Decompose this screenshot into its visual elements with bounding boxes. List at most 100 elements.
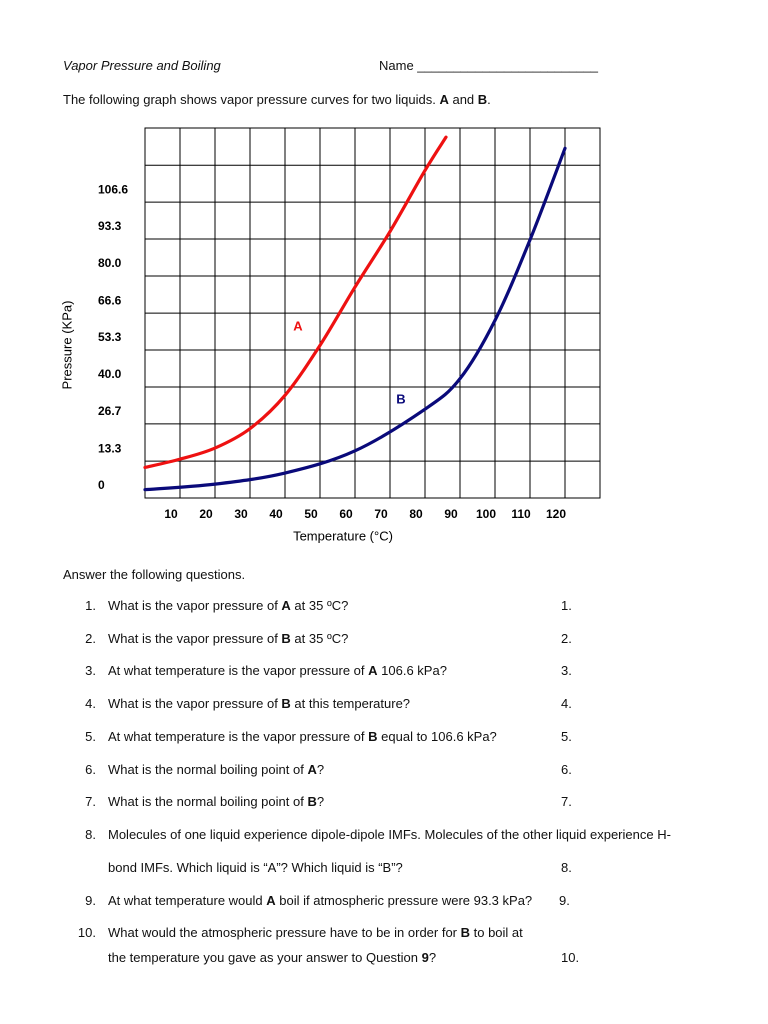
y-tick-label: 80.0 [98, 256, 122, 270]
answer-number: 5. [561, 729, 572, 744]
title: Vapor Pressure and Boiling [63, 58, 221, 73]
y-tick-label: 26.7 [98, 404, 122, 418]
x-tick-label: 90 [444, 507, 458, 521]
text: and [448, 92, 478, 107]
x-tick-label: 40 [269, 507, 283, 521]
y-axis-label: Pressure (KPa) [59, 301, 74, 390]
x-tick-label: 70 [374, 507, 388, 521]
question-number: 5. [85, 729, 96, 744]
bold-text: 9 [421, 950, 429, 965]
question-number: 7. [85, 794, 96, 809]
x-axis-label: Temperature (°C) [293, 528, 393, 543]
text: What is the normal boiling point of [108, 762, 308, 777]
text: The following graph shows vapor pressure… [63, 92, 440, 107]
question-number: 3. [85, 663, 96, 678]
text: What would the atmospheric pressure have… [108, 925, 461, 940]
bold-text: B [477, 92, 488, 107]
answer-number: 10. [561, 950, 580, 965]
text: boil if atmospheric pressure were 93.3 k… [275, 893, 533, 908]
bold-text: B [460, 925, 471, 940]
question-number: 9. [85, 893, 96, 908]
x-tick-label: 80 [409, 507, 423, 521]
text: the temperature you gave as your answer … [108, 950, 422, 965]
curve [143, 146, 567, 492]
y-tick-label: 53.3 [98, 330, 122, 344]
text: equal to 106.6 kPa? [377, 729, 497, 744]
question-text: At what temperature is the vapor pressur… [108, 729, 497, 745]
question-text: What is the normal boiling point of B? [108, 794, 324, 810]
question-text: the temperature you gave as your answer … [108, 950, 436, 966]
x-tick-label: 50 [304, 507, 318, 521]
text: at 35 ºC? [290, 598, 349, 613]
text: 106.6 kPa? [377, 663, 447, 678]
chart: 10 20 30 40 50 60 70 80 90 100 110 120 0 13.3 26.7 40.0… [59, 127, 601, 543]
y-tick-label: 93.3 [98, 219, 122, 233]
answer-number: 4. [561, 696, 572, 711]
bold-text: A [368, 663, 378, 678]
x-tick-label: 20 [199, 507, 213, 521]
bold-text: A [281, 598, 291, 613]
question-number: 2. [85, 631, 96, 646]
text: At what temperature would [108, 893, 267, 908]
question-text: What is the vapor pressure of A at 35 ºC… [108, 598, 348, 614]
bold-text: B [281, 631, 291, 646]
y-tick-label: 13.3 [98, 441, 122, 455]
text: at 35 ºC? [290, 631, 349, 646]
text: At what temperature is the vapor pressur… [108, 663, 369, 678]
question-number: 6. [85, 762, 96, 777]
y-tick-label: 0 [98, 478, 105, 492]
text: Molecules of one liquid experience dipol… [108, 827, 671, 842]
answer-number: 1. [561, 598, 572, 613]
x-tick-label: 30 [234, 507, 248, 521]
question-text: At what temperature would A boil if atmo… [108, 893, 532, 909]
text: bond IMFs. Which liquid is “A”? Which li… [108, 860, 403, 875]
question-text: At what temperature is the vapor pressur… [108, 663, 447, 679]
y-tick-label: 66.6 [98, 293, 122, 307]
y-tick-label: 40.0 [98, 367, 122, 381]
text: What is the vapor pressure of [108, 631, 282, 646]
text: What is the normal boiling point of [108, 794, 308, 809]
bold-text: A [307, 762, 317, 777]
bold-text: B [307, 794, 317, 809]
answer-number: 3. [561, 663, 572, 678]
bold-text: B [368, 729, 378, 744]
x-tick-label: 110 [511, 507, 531, 521]
question-text: bond IMFs. Which liquid is “A”? Which li… [108, 860, 403, 876]
question-number: 8. [85, 827, 96, 842]
bold-text: A [266, 893, 276, 908]
question-number: 4. [85, 696, 96, 711]
text: to boil at [470, 925, 523, 940]
intro: The following graph shows vapor pressure… [63, 92, 491, 108]
text: ? [428, 950, 437, 965]
x-tick-label: 120 [546, 507, 566, 521]
question-text: What is the normal boiling point of A? [108, 762, 324, 778]
text: What is the vapor pressure of [108, 696, 282, 711]
answer-number: 7. [561, 794, 572, 809]
answer-number: 9. [559, 893, 570, 908]
answer-number: 2. [561, 631, 572, 646]
text: What is the vapor pressure of [108, 598, 282, 613]
text: ? [316, 794, 325, 809]
text: ? [316, 762, 325, 777]
text: . [487, 92, 491, 107]
text: At what temperature is the vapor pressur… [108, 729, 369, 744]
answer-number: 8. [561, 860, 572, 875]
prompt: Answer the following questions. [63, 567, 246, 582]
bold-text: A [439, 92, 449, 107]
question-number: 10. [77, 925, 96, 940]
bold-text: B [281, 696, 291, 711]
question-text: Molecules of one liquid experience dipol… [108, 827, 671, 843]
x-tick-label: 10 [164, 507, 178, 521]
question-number: 1. [85, 598, 96, 613]
text: at this temperature? [290, 696, 411, 711]
answer-number: 6. [561, 762, 572, 777]
x-tick-label: 60 [339, 507, 353, 521]
question-text: What is the vapor pressure of B at this … [108, 696, 410, 712]
question-text: What is the vapor pressure of B at 35 ºC… [108, 631, 348, 647]
series-label: B [396, 391, 405, 406]
y-tick-label: 106.6 [98, 182, 128, 196]
question-text: What would the atmospheric pressure have… [108, 925, 523, 941]
series-label: A [293, 318, 303, 333]
name-field: Name _________________________ [379, 58, 599, 73]
